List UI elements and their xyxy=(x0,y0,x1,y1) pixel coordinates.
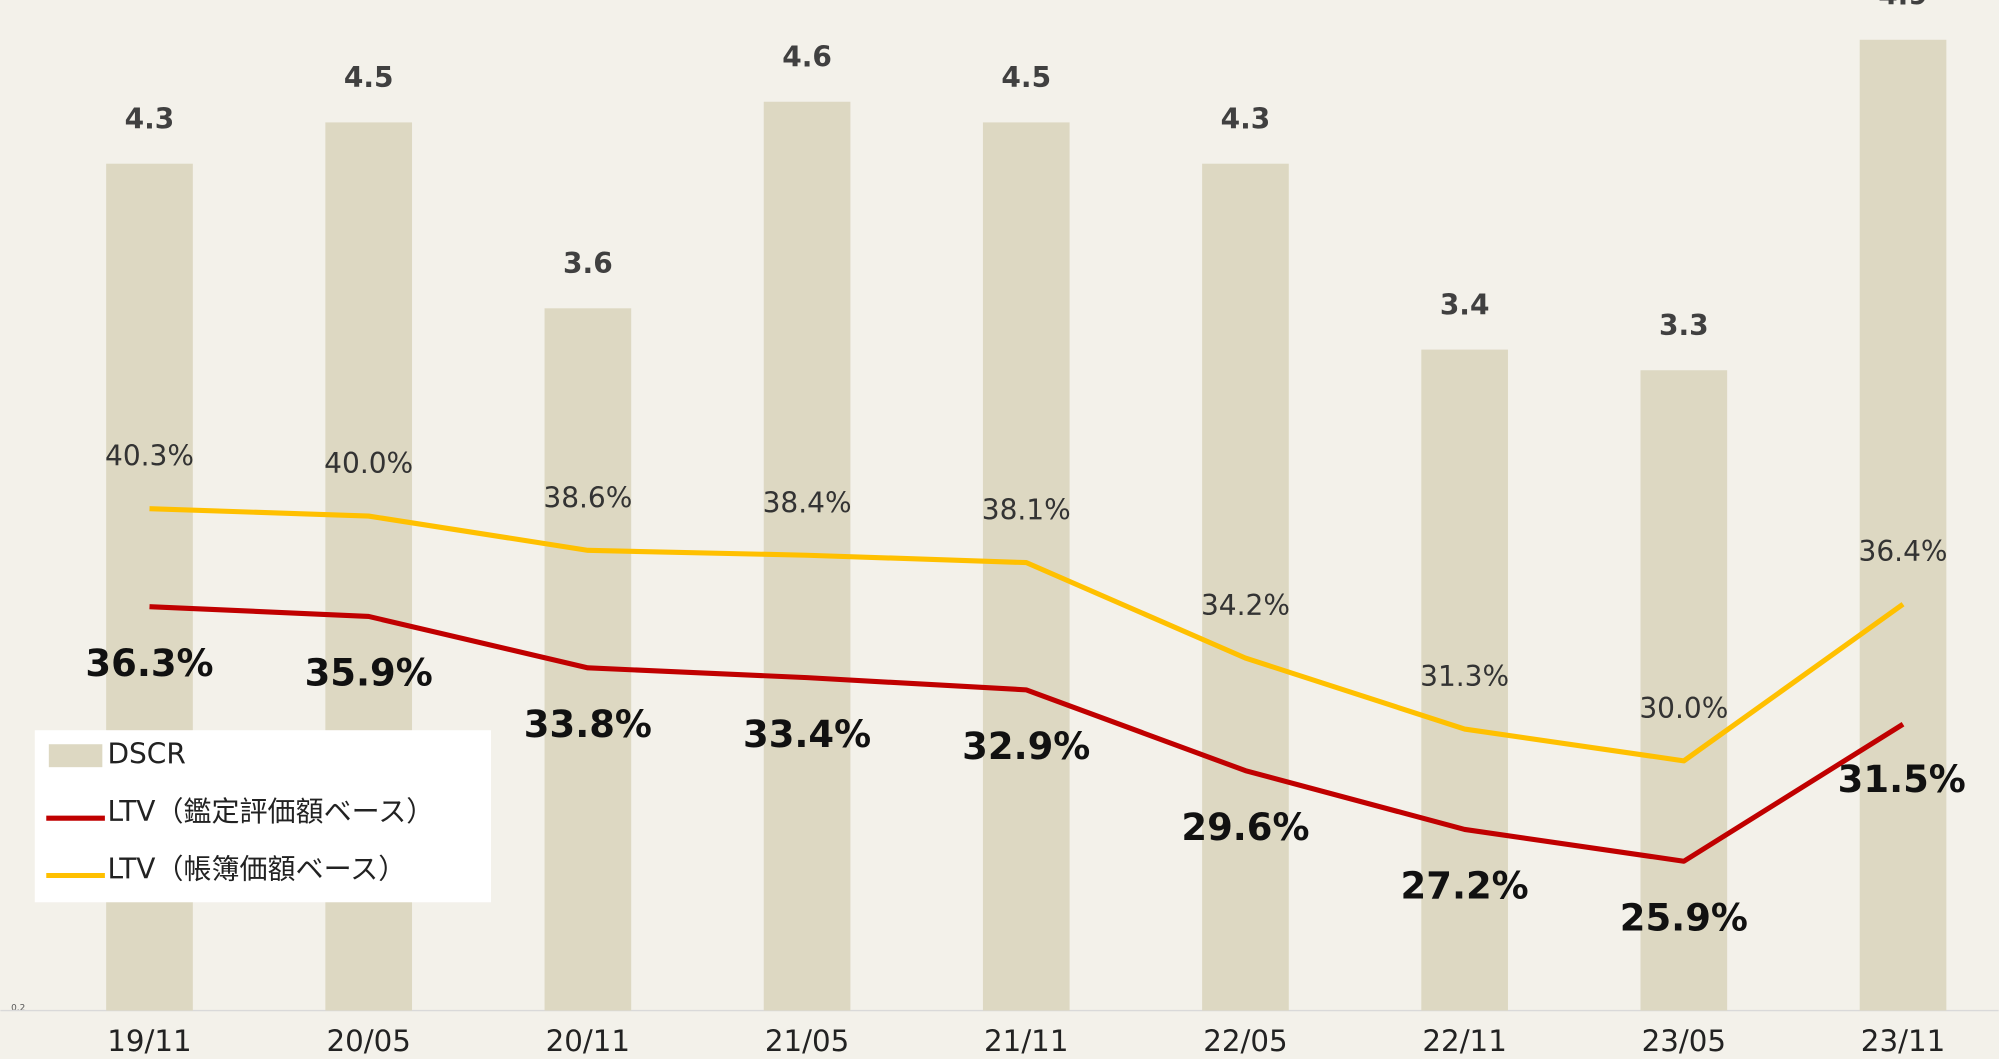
bar-value-label: 4.5 xyxy=(1001,61,1051,94)
bar-value-label: 4.3 xyxy=(125,102,175,135)
data-label: 36.4% xyxy=(1859,535,1948,568)
x-tick-label: 22/11 xyxy=(1422,1024,1506,1058)
data-label: 33.8% xyxy=(524,703,652,746)
data-label: 35.9% xyxy=(305,652,433,695)
data-label: 31.5% xyxy=(1838,758,1966,801)
data-label: 33.4% xyxy=(743,713,871,756)
bar-value-label: 3.4 xyxy=(1440,288,1490,321)
data-label: 29.6% xyxy=(1181,806,1309,849)
data-label: 36.3% xyxy=(85,642,213,685)
data-label: 38.6% xyxy=(543,481,632,514)
data-label: 40.0% xyxy=(324,447,413,480)
bar xyxy=(1421,349,1508,1011)
bar-value-label: 4.6 xyxy=(782,40,832,73)
data-label: 32.9% xyxy=(962,725,1090,768)
legend-swatch xyxy=(48,744,103,768)
bar xyxy=(1640,370,1728,1011)
bar xyxy=(1202,163,1289,1011)
legend-box xyxy=(34,730,492,903)
bar-value-label: 4.3 xyxy=(1221,102,1271,135)
line-series xyxy=(149,604,1905,864)
legend-label: DSCR xyxy=(107,738,185,771)
data-label: 25.9% xyxy=(1620,896,1748,939)
data-label: 30.0% xyxy=(1639,692,1728,725)
bar-value-label: 4.9 xyxy=(1878,0,1928,11)
x-tick-label: 20/05 xyxy=(326,1024,410,1058)
x-tick-label: 20/11 xyxy=(546,1024,630,1058)
x-tick-label: 23/11 xyxy=(1861,1024,1945,1058)
data-label: 38.1% xyxy=(982,494,1071,527)
data-label: 34.2% xyxy=(1201,589,1290,622)
bar-value-label: 3.6 xyxy=(563,247,613,280)
bar-value-label: 4.5 xyxy=(344,61,394,94)
x-tick-label: 23/05 xyxy=(1642,1024,1726,1058)
x-tick-label: 21/05 xyxy=(765,1024,849,1058)
x-tick-label: 22/05 xyxy=(1203,1024,1287,1058)
bar xyxy=(1859,39,1947,1011)
data-label: 38.4% xyxy=(763,486,852,519)
data-label: 40.3% xyxy=(105,440,194,473)
legend-label: LTV（鑑定評価額ベース） xyxy=(107,795,434,828)
y-tick-label: 0.2 xyxy=(11,1004,25,1014)
x-tick-label: 21/11 xyxy=(984,1024,1068,1058)
legend-label: LTV（帳簿価額ベース） xyxy=(107,852,406,885)
bar-value-label: 3.3 xyxy=(1659,309,1709,342)
x-tick-label: 19/11 xyxy=(107,1024,191,1058)
data-label: 31.3% xyxy=(1420,660,1509,693)
data-label: 27.2% xyxy=(1401,865,1529,908)
bar xyxy=(982,122,1070,1011)
line-series xyxy=(149,506,1905,764)
